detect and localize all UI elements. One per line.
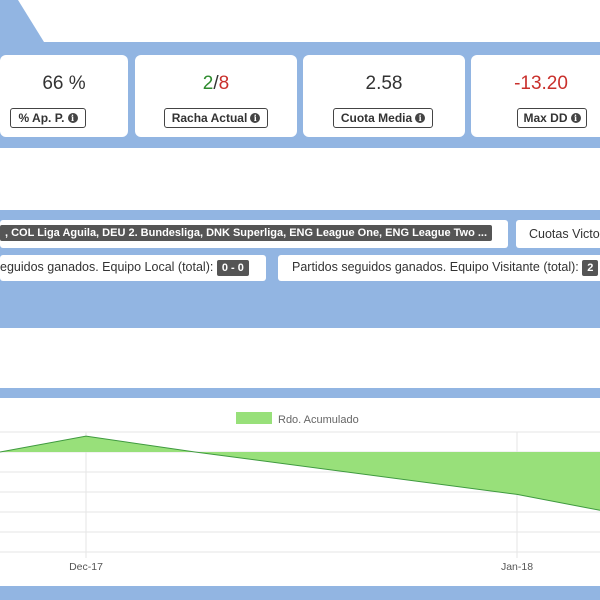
chart-panel: Rdo. Acumulado Dec-17 Jan-18 [0,398,600,586]
info-icon: i [415,113,426,123]
x-tick-label: Dec-17 [69,561,103,573]
home-streak-value: 0 - 0 [216,260,249,276]
max-dd-label-button[interactable]: Max DD i [517,108,587,128]
info-icon: i [250,113,261,123]
streak-sep: / [213,73,219,94]
streak-label: Racha Actual [171,111,248,125]
streak-label-button[interactable]: Racha Actual i [164,108,268,128]
info-icon: i [67,113,78,123]
avg-odds-label-button[interactable]: Cuota Media i [333,108,433,128]
tab-corner [0,0,44,42]
streak-value: 2/8 [135,73,297,95]
away-streak-value: 2 [582,260,599,276]
max-dd-label: Max DD [523,111,568,125]
max-dd-value: -13.20 [514,73,568,94]
legend-label: Rdo. Acumulado [278,414,359,426]
avg-odds-label: Cuota Media [340,111,413,125]
home-streak-label: eguidos ganados. Equipo Local (total): [0,260,214,274]
streak-total: 8 [218,73,230,94]
accuracy-label-button[interactable]: % Ap. P. i [10,108,86,128]
x-axis-ticks: Dec-17 Jan-18 [69,561,533,573]
accuracy-value: 66 % [42,73,86,94]
avg-odds-value: 2.58 [365,73,403,94]
x-tick-label: Jan-18 [501,561,533,573]
leagues-tag: , COL Liga Aguila, DEU 2. Bundesliga, DN… [0,225,493,241]
leagues-filter[interactable]: , COL Liga Aguila, DEU 2. Bundesliga, DN… [0,220,508,248]
line-series-rdo-acumulado [0,435,600,511]
odds-filter-label: Cuotas Victo [529,227,600,241]
streak-won: 2 [202,73,214,94]
away-streak-filter[interactable]: Partidos seguidos ganados. Equipo Visita… [278,255,600,281]
odds-filter[interactable]: Cuotas Victo [516,220,600,248]
cumulative-result-chart: Rdo. Acumulado Dec-17 Jan-18 [0,412,600,573]
info-icon: i [570,113,581,123]
home-streak-filter[interactable]: eguidos ganados. Equipo Local (total): 0… [0,255,266,281]
legend-swatch [236,412,272,424]
accuracy-label: % Ap. P. [18,111,65,125]
area-series-rdo-acumulado [0,436,600,511]
away-streak-label: Partidos seguidos ganados. Equipo Visita… [292,260,579,274]
